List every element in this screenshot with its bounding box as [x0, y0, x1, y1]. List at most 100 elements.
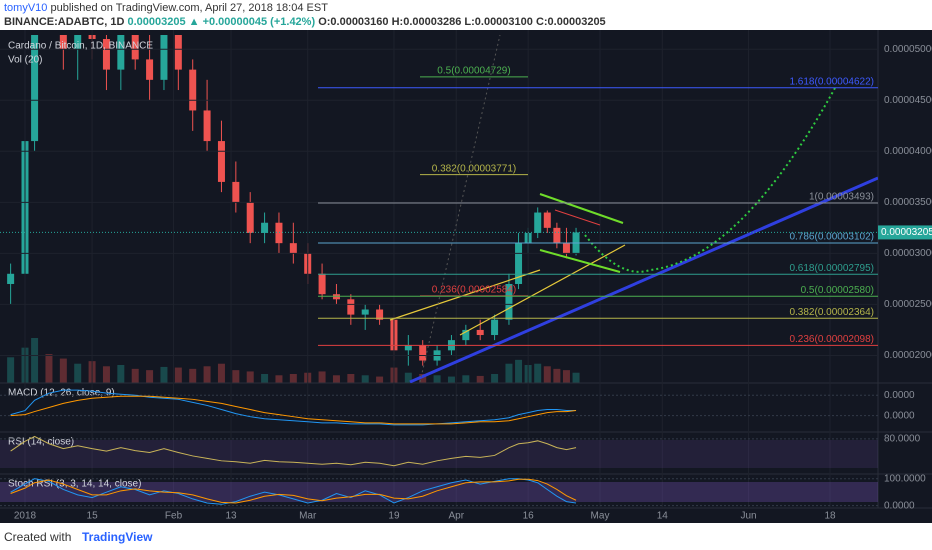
volume-bar [289, 374, 297, 383]
candle-body [562, 243, 570, 254]
change: ▲ +0.00000045 (+1.42%) [188, 16, 316, 28]
fib-label: 0.382(0.00002364) [789, 307, 874, 318]
volume-bar [74, 363, 82, 383]
fib-label: 0.5(0.00004729) [437, 66, 510, 77]
volume-bar [7, 357, 15, 383]
candle-body [515, 243, 523, 284]
close: C:0.00003205 [535, 16, 606, 28]
fib-label: 0.382(0.00003771) [432, 163, 517, 174]
x-tick-label: 14 [657, 511, 669, 522]
wedge [554, 209, 601, 226]
fib-label: 0.786(0.00003102) [789, 232, 874, 243]
candle-body [102, 39, 110, 70]
indicator-label: RSI (14, close) [8, 437, 74, 448]
candle-body [404, 345, 412, 351]
candle-body [146, 59, 154, 80]
volume-bar [447, 376, 455, 383]
volume-bar [515, 359, 523, 383]
y-tick-label: 0.00004500 [884, 95, 932, 106]
volume-bar [217, 363, 225, 383]
volume-bar [146, 370, 154, 383]
chart: 2018 15 Feb 13 Mar 19 Apr 16 May 14 Jun 18 0.0000500… [0, 30, 932, 523]
candle-body [491, 319, 499, 336]
high: H:0.00003286 [391, 16, 462, 28]
volume-bar [232, 370, 240, 383]
x-tick-label: Jun [740, 511, 756, 522]
volume-bar [376, 376, 384, 383]
candle-body [376, 309, 384, 320]
candle-body [289, 243, 297, 254]
candle-body [505, 283, 513, 320]
x-tick-label: May [591, 511, 610, 522]
volume-bar [45, 354, 53, 383]
candle-body [131, 35, 139, 60]
fib-label: 0.5(0.00002580) [801, 285, 874, 296]
triangle [539, 249, 621, 273]
volume-bar [189, 368, 197, 383]
candle-body [160, 35, 168, 80]
fib-label: 1(0.00003493) [809, 192, 874, 203]
volume-bar [543, 366, 551, 383]
volume-bar [419, 374, 427, 383]
footer: Created with TradingView [0, 523, 932, 550]
candle-body [246, 202, 254, 233]
indicator-tick-label: 0.0000 [884, 390, 915, 401]
x-tick-label: 16 [523, 511, 535, 522]
volume-bar [318, 371, 326, 383]
candle-body [476, 329, 484, 336]
volume-label: Vol (20) [8, 55, 42, 66]
volume-bar [246, 371, 254, 383]
fib-label: 1.618(0.00004622) [789, 76, 874, 87]
triangle [539, 193, 624, 224]
indicator-label: MACD (12, 26, close, 9) [8, 388, 115, 399]
indicator-line [10, 435, 577, 467]
volume-bar [505, 363, 513, 383]
indicator-label: Stoch RSI (3, 3, 14, 14, close) [8, 479, 141, 490]
indicator-line [10, 395, 577, 425]
y-tick-label: 0.00004000 [884, 146, 932, 157]
candle-body [117, 35, 125, 70]
indicator-line [10, 478, 577, 505]
price-tag: 0.00003205 [881, 227, 932, 238]
y-tick-label: 0.00003500 [884, 197, 932, 208]
volume-bar [117, 365, 125, 383]
author[interactable]: tomyV10 [4, 2, 48, 14]
volume-bar [31, 338, 39, 383]
published: published on TradingView.com, April 27, … [50, 2, 328, 14]
x-tick-label: 19 [388, 511, 400, 522]
candle-body [261, 222, 269, 233]
volume-bar [347, 374, 355, 383]
brand[interactable]: TradingView [82, 530, 153, 544]
volume-bar [534, 363, 542, 383]
volume-bar [131, 368, 139, 383]
volume-bar [102, 366, 110, 383]
candle-body [59, 35, 67, 50]
indicator-tick-label: 0.0000 [884, 500, 915, 511]
publish-line: tomyV10 published on TradingView.com, Ap… [4, 2, 328, 14]
drawings [389, 35, 878, 383]
candle-body [275, 222, 283, 244]
volume-bar [562, 370, 570, 383]
volume-bar [462, 375, 470, 383]
y-tick-label: 0.00002500 [884, 299, 932, 310]
fib-label: 0.236(0.00002098) [789, 334, 874, 345]
volume-bar [261, 374, 269, 383]
channel-line [389, 269, 541, 321]
volume-bar [203, 366, 211, 383]
candle-body [232, 181, 240, 203]
volume-bar [433, 375, 441, 383]
volume-bar [404, 372, 412, 383]
candle-body [74, 35, 82, 50]
x-tick-label: Feb [165, 511, 183, 522]
symbol: BINANCE:ADABTC, 1D [4, 16, 125, 28]
low: L:0.00003100 [464, 16, 533, 28]
volume-bar [476, 375, 484, 383]
fib-label: 0.618(0.00002795) [789, 263, 874, 274]
candle-body [347, 299, 355, 315]
candle-body [543, 212, 551, 228]
candle-body [361, 309, 369, 315]
indicator-tick-label: 100.0000 [884, 473, 926, 484]
y-tick-label: 0.00003000 [884, 248, 932, 259]
candle-body [534, 212, 542, 233]
candle-body [31, 35, 39, 142]
